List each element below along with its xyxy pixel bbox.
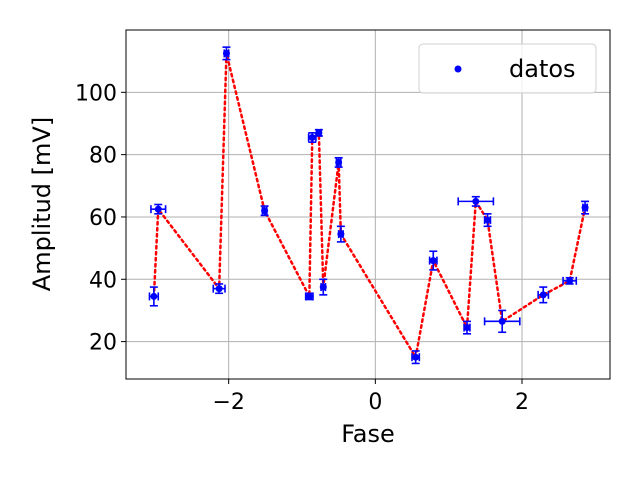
y-tick-label: 60 (89, 206, 117, 231)
x-axis-label: Fase (341, 420, 395, 448)
data-point (215, 285, 223, 293)
plot-frame (125, 29, 611, 380)
legend-marker-icon (454, 65, 462, 73)
data-point (498, 317, 506, 325)
data-point (335, 158, 343, 166)
data-point (472, 197, 480, 205)
connecting-line (152, 53, 587, 361)
x-tick-label: 2 (515, 390, 529, 415)
error-bar (411, 350, 421, 365)
data-point (581, 204, 589, 212)
legend-frame (418, 43, 597, 94)
data-point (154, 205, 162, 213)
data-point (412, 353, 420, 361)
data-point (305, 292, 313, 300)
y-tick-label: 20 (89, 331, 117, 356)
y-tick-label: 80 (89, 144, 117, 169)
legend-label-datos: datos (509, 55, 576, 83)
data-point (150, 292, 158, 300)
data-point (484, 216, 492, 224)
y-axis-label: Amplitud [mV] (28, 117, 56, 291)
data-point (319, 283, 327, 291)
series-line (152, 53, 587, 361)
y-tick-label: 100 (75, 81, 117, 106)
data-point (261, 207, 269, 215)
data-point (315, 129, 323, 137)
legend: datos (418, 43, 597, 94)
data-point (463, 324, 471, 332)
x-tick-label: −2 (212, 390, 244, 415)
data-point (222, 49, 230, 57)
data-point (337, 230, 345, 238)
data-point (429, 257, 437, 265)
y-tick-label: 40 (89, 268, 117, 293)
data-point (566, 277, 574, 285)
data-points (150, 49, 589, 361)
x-tick-label: 0 (368, 390, 382, 415)
data-point (308, 134, 316, 142)
axis-ticks: −2 0 2 20 40 60 80 100 (75, 81, 529, 415)
data-point (539, 291, 547, 299)
